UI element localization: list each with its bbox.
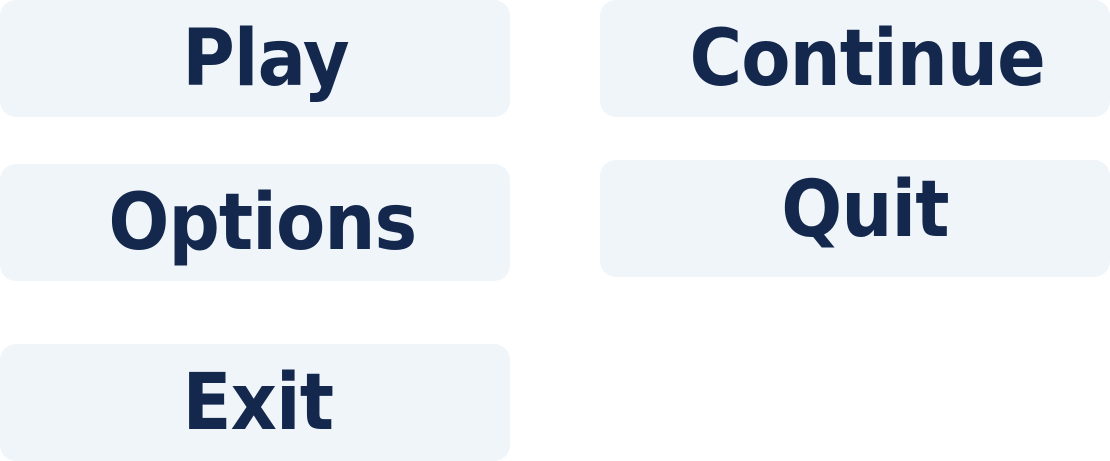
exit-button[interactable]: Exit [0, 344, 510, 461]
exit-button-label: Exit [182, 357, 334, 448]
play-button[interactable]: Play [0, 0, 510, 117]
continue-button-label: Continue [689, 13, 1045, 104]
quit-button[interactable]: Quit [600, 160, 1110, 277]
options-button[interactable]: Options [0, 164, 510, 281]
options-button-label: Options [108, 177, 417, 268]
play-button-label: Play [181, 13, 349, 104]
continue-button[interactable]: Continue [600, 0, 1110, 117]
quit-button-label: Quit [781, 164, 949, 255]
